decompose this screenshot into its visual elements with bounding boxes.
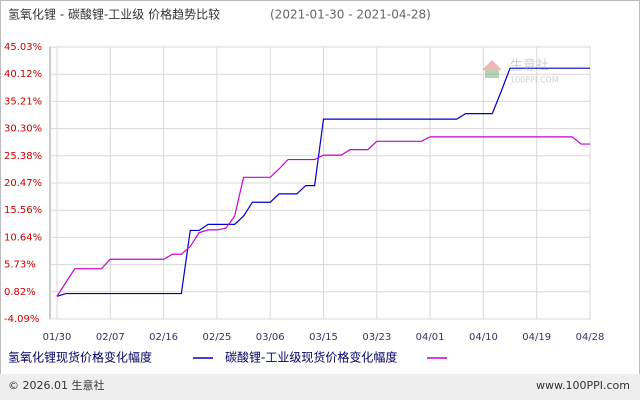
footer-bar [0,374,640,400]
watermark-brand: 生意社 [510,58,549,74]
chart-subtitle: (2021-01-30 - 2021-04-28) [270,8,431,22]
x-tick-label: 04/01 [416,332,445,343]
watermark-icon [485,70,499,78]
y-tick-label: 10.64% [4,232,42,243]
legend-label: 氢氧化锂现货价格变化幅度 [8,350,152,365]
y-tick-label: 5.73% [4,260,36,271]
y-tick-label: 20.47% [4,178,42,189]
x-tick-label: 02/25 [202,332,231,343]
footer-url: www.100PPI.com [536,379,630,392]
x-tick-label: 03/15 [309,332,338,343]
plot: -4.09% 0.82% 5.73% 10.64% 15.56% 20.47% 25.38%… [4,42,604,343]
x-tick-label: 02/16 [149,332,178,343]
y-tick-label: 25.38% [4,151,42,162]
series-line [56,136,590,297]
watermark-icon [482,60,502,70]
x-tick-label: 03/06 [256,332,285,343]
x-tick-label: 01/30 [43,332,72,343]
y-tick-label: 15.56% [4,205,42,216]
y-tick-label: 0.82% [4,287,36,298]
footer-copyright: © 2026.01 生意社 [8,378,104,392]
watermark-site: 100PPI.COM [510,76,559,85]
x-tick-label: 03/23 [362,332,391,343]
y-tick-label: -4.09% [4,314,39,325]
y-tick-label: 35.21% [4,96,42,107]
chart-title: 氢氧化锂 - 碳酸锂-工业级 价格趋势比较 [8,7,220,22]
watermark: 生意社 100PPI.COM [482,58,559,85]
x-tick-label: 04/10 [469,332,498,343]
x-tick-label: 04/19 [522,332,551,343]
y-tick-label: 45.03% [4,42,42,53]
series-line [56,67,590,297]
y-tick-label: 40.12% [4,69,42,80]
legend-label: 碳酸锂-工业级现货价格变化幅度 [225,350,397,365]
y-tick-label: 30.30% [4,124,42,135]
x-tick-label: 02/07 [96,332,125,343]
x-tick-label: 04/28 [576,332,605,343]
